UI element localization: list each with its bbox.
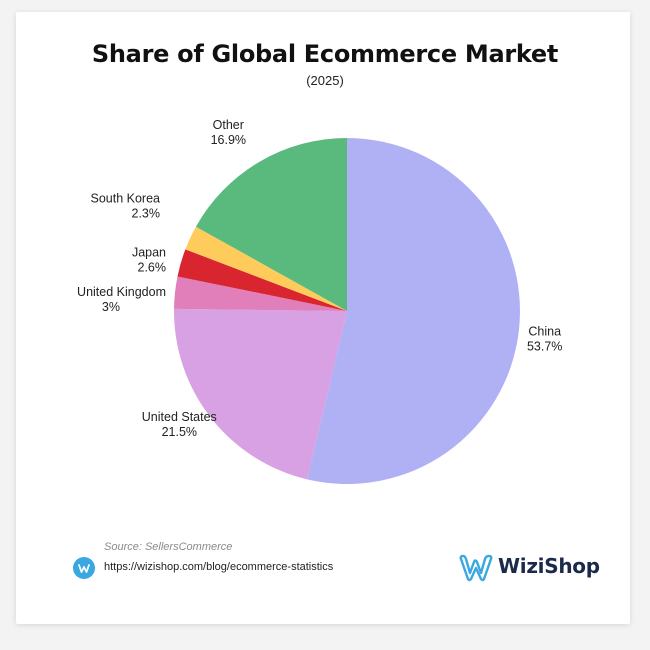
pie-labels: China 53.7% United States 21.5% United Kingd… <box>77 118 562 439</box>
chart-title: Share of Global Ecommerce Market <box>91 40 559 68</box>
pie-slice-united-states <box>173 308 347 480</box>
pie-label-other: Other 16.9% <box>211 118 246 147</box>
pie-slice-japan <box>177 249 347 311</box>
pie-label-china: China 53.7% <box>527 325 562 354</box>
pie-slice-south-korea <box>185 226 347 311</box>
wizishop-circle-icon <box>73 557 95 579</box>
chart-subtitle: (2025) <box>306 73 344 88</box>
pie-label-japan: Japan 2.6% <box>132 246 166 275</box>
pie-label-south-korea: South Korea 2.3% <box>91 192 161 221</box>
pie-slice-china <box>307 138 520 485</box>
pie-slice-united-kingdom <box>174 276 347 311</box>
pie-label-united-states: United States 21.5% <box>142 410 217 439</box>
pie-slice-other <box>195 138 347 311</box>
wizishop-brand-name: WiziShop <box>498 554 600 578</box>
pie-slices <box>173 138 520 485</box>
source-url-link[interactable]: https://wizishop.com/blog/ecommerce-stat… <box>104 561 334 573</box>
source-note: Source: SellersCommerce <box>104 541 233 553</box>
pie-label-united-kingdom: United Kingdom 3% <box>77 285 166 314</box>
wizishop-logo-icon <box>458 553 494 583</box>
